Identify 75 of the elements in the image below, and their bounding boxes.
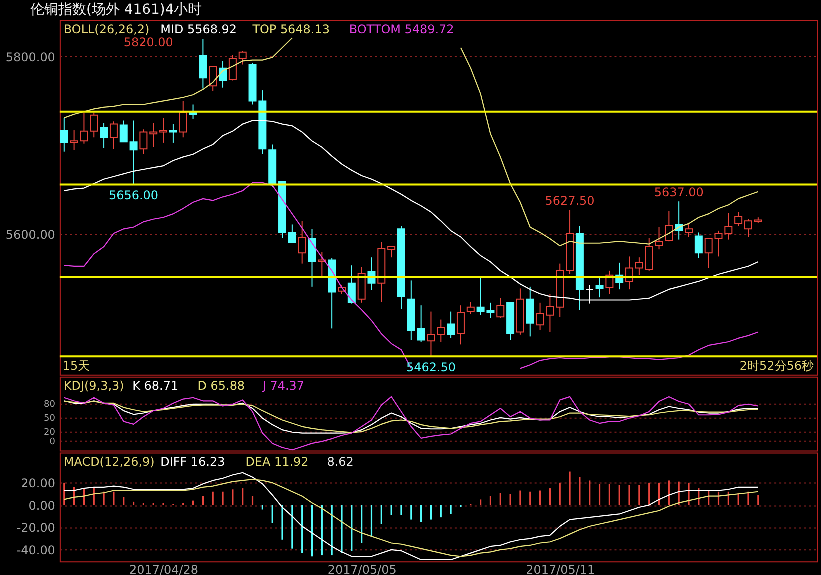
candlestick: [100, 122, 108, 149]
legend-title: KDJ(9,3,3): [64, 378, 124, 393]
candlestick: [90, 112, 98, 138]
candlestick: [120, 120, 128, 143]
legend-title: MACD(12,26,9): [64, 454, 155, 469]
text: BOTTOM 5489.72: [349, 22, 454, 36]
series-label: J 74.37: [262, 378, 304, 393]
candlestick: [596, 276, 604, 298]
candlestick: [526, 286, 534, 338]
annotation: 5656.00: [109, 188, 159, 203]
series-label: DIFF 16.23: [160, 454, 226, 469]
annotation: 15天: [62, 358, 90, 373]
annotation: 5627.50: [545, 194, 595, 208]
candlestick: [288, 224, 296, 244]
candlestick: [417, 305, 426, 343]
annotation: 5462.50: [406, 360, 456, 375]
series-label: DEA 11.92: [246, 454, 309, 469]
y-tick-label: 5800.00: [6, 50, 56, 64]
candlestick: [496, 298, 505, 319]
annotation: 5637.00: [654, 186, 704, 200]
candlestick: [110, 121, 118, 150]
annotation: 2时52分56秒: [740, 358, 814, 373]
y-tick-label: -40.00: [16, 543, 56, 558]
y-tick-label: 0.00: [28, 498, 56, 513]
y-tick-label: 80: [44, 400, 56, 410]
candlestick: [160, 118, 168, 144]
candlestick: [685, 222, 694, 238]
candlestick: [665, 210, 674, 242]
y-tick-label: 5600.00: [6, 228, 56, 242]
y-tick-label: 50: [44, 414, 56, 424]
series-label: K 68.71: [132, 378, 179, 393]
y-tick-label: 0: [50, 437, 56, 448]
candlestick: [209, 66, 218, 92]
text: MID 5568.92: [160, 22, 237, 36]
candlestick: [714, 230, 723, 258]
candlestick: [466, 302, 475, 315]
candlestick: [427, 311, 436, 358]
y-tick-label: 20.00: [21, 476, 56, 490]
candlestick: [238, 50, 247, 66]
candlestick: [734, 212, 743, 227]
candlestick: [447, 311, 456, 339]
candlestick: [635, 257, 644, 276]
candlestick: [744, 218, 752, 238]
x-tick-label: 2017/05/05: [328, 563, 397, 575]
candlestick: [219, 60, 228, 88]
annotation: 8.62: [327, 454, 354, 469]
candlestick: [348, 265, 356, 304]
candlestick: [228, 54, 237, 82]
legend-title: BOLL(26,26,2): [64, 22, 150, 36]
line-series: [64, 396, 759, 451]
candlestick: [388, 246, 396, 258]
line-series: [64, 120, 759, 301]
x-tick-label: 2017/04/28: [130, 563, 199, 575]
annotation: 5820.00: [124, 35, 174, 50]
candlestick: [60, 118, 68, 152]
candlestick: [655, 226, 664, 250]
candlestick: [645, 238, 654, 272]
candlestick: [169, 124, 178, 144]
candlestick: [694, 232, 703, 259]
candlestick: [456, 305, 465, 346]
candlestick: [179, 100, 188, 138]
series-label: D 65.88: [198, 378, 246, 393]
y-tick-label: -20.00: [16, 521, 56, 536]
candlestick: [704, 238, 713, 269]
chart-title: 伦铜指数(场外 4161)4小时: [30, 2, 202, 18]
candlestick: [140, 129, 148, 156]
candlestick: [724, 212, 733, 240]
candlestick: [437, 319, 446, 343]
candlestick: [298, 220, 306, 264]
y-tick-label: 20: [44, 428, 56, 438]
x-tick-label: 2017/05/11: [526, 563, 596, 575]
candlestick: [150, 122, 158, 148]
candlestick: [199, 38, 208, 90]
candlestick: [130, 120, 138, 186]
series-label: TOP 5648.13: [252, 22, 330, 36]
